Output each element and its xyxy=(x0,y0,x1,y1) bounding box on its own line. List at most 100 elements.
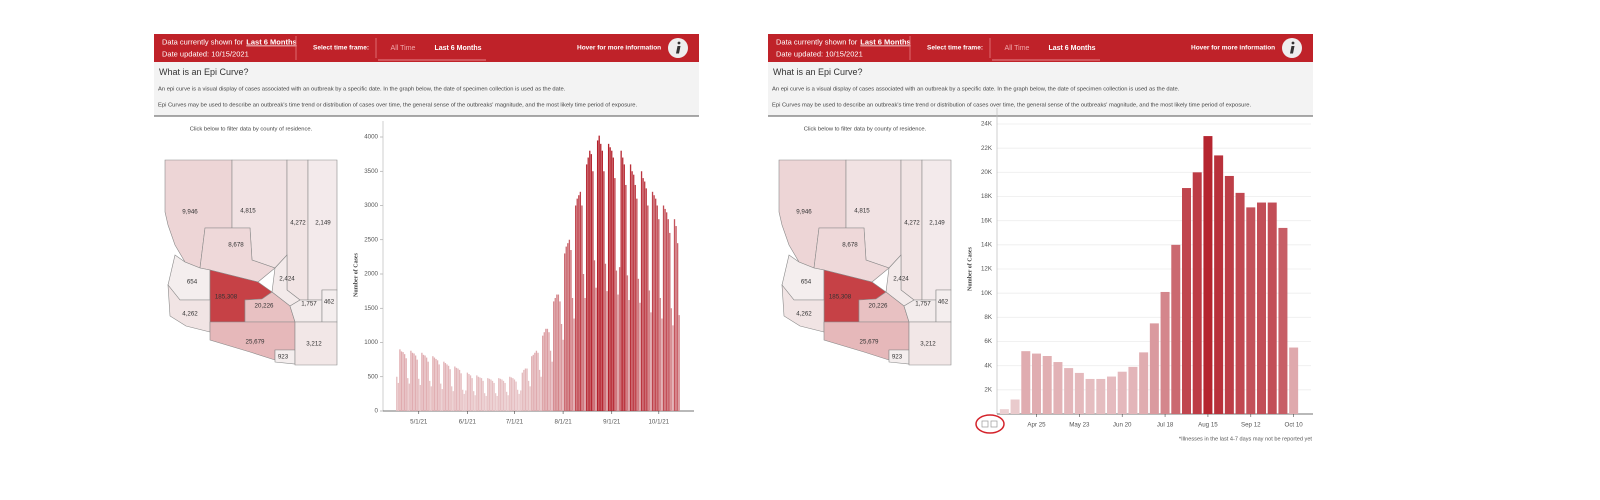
bar[interactable] xyxy=(603,171,605,411)
bar[interactable] xyxy=(494,393,497,411)
bar[interactable] xyxy=(553,301,555,411)
bar[interactable] xyxy=(513,379,516,411)
bar[interactable] xyxy=(667,219,669,411)
bar[interactable] xyxy=(661,318,663,411)
bar[interactable] xyxy=(405,358,407,411)
bar[interactable] xyxy=(611,150,613,411)
bar[interactable] xyxy=(462,389,464,411)
bar[interactable] xyxy=(540,376,542,411)
bar[interactable] xyxy=(446,364,448,411)
bar[interactable] xyxy=(678,315,680,411)
bar[interactable] xyxy=(662,205,665,412)
bar[interactable] xyxy=(1074,372,1084,414)
bar[interactable] xyxy=(502,380,505,411)
bar[interactable] xyxy=(614,178,616,411)
bar[interactable] xyxy=(1149,323,1159,414)
bar[interactable] xyxy=(1182,188,1191,414)
bar[interactable] xyxy=(496,395,498,411)
time-frame-option[interactable]: Last 6 Months xyxy=(1048,45,1095,52)
bar[interactable] xyxy=(471,378,473,411)
bar[interactable] xyxy=(538,369,541,411)
bar[interactable] xyxy=(449,369,451,411)
time-frame-option[interactable]: Last 6 Months xyxy=(434,45,481,52)
bar[interactable] xyxy=(615,270,618,411)
bar[interactable] xyxy=(670,308,673,411)
bar[interactable] xyxy=(477,376,480,411)
bar[interactable] xyxy=(1021,351,1031,414)
bar[interactable] xyxy=(1192,172,1202,414)
bar[interactable] xyxy=(425,357,428,411)
bar[interactable] xyxy=(468,374,470,411)
bar[interactable] xyxy=(557,294,560,411)
bar[interactable] xyxy=(644,181,646,411)
bar[interactable] xyxy=(452,391,454,411)
bar[interactable] xyxy=(633,174,635,411)
bar[interactable] xyxy=(1224,175,1234,414)
bar[interactable] xyxy=(1257,202,1266,414)
bar[interactable] xyxy=(498,378,500,411)
bar[interactable] xyxy=(636,198,638,411)
bar[interactable] xyxy=(1042,356,1052,414)
bar[interactable] xyxy=(438,364,440,411)
bar[interactable] xyxy=(435,358,437,411)
bar[interactable] xyxy=(413,353,415,411)
bar[interactable] xyxy=(504,382,506,411)
bar[interactable] xyxy=(499,378,502,411)
county[interactable] xyxy=(307,159,338,301)
bar[interactable] xyxy=(584,297,586,411)
bar[interactable] xyxy=(568,239,571,411)
bar[interactable] xyxy=(582,274,585,411)
bar[interactable] xyxy=(1096,378,1106,414)
bar[interactable] xyxy=(1235,192,1245,414)
bar[interactable] xyxy=(637,278,640,411)
bar[interactable] xyxy=(527,380,530,411)
bar[interactable] xyxy=(659,297,662,411)
bar[interactable] xyxy=(589,150,591,411)
bar[interactable] xyxy=(543,332,545,411)
bar[interactable] xyxy=(574,205,577,412)
bar[interactable] xyxy=(642,178,644,411)
bar[interactable] xyxy=(587,157,589,411)
bar[interactable] xyxy=(593,260,596,411)
bar[interactable] xyxy=(507,395,509,411)
bar[interactable] xyxy=(1064,368,1074,414)
bar[interactable] xyxy=(537,352,539,411)
bar[interactable] xyxy=(521,372,523,411)
bar[interactable] xyxy=(601,150,603,411)
bar[interactable] xyxy=(1107,376,1116,414)
bar[interactable] xyxy=(562,339,564,411)
bar[interactable] xyxy=(408,383,410,411)
bar[interactable] xyxy=(622,157,624,411)
bar[interactable] xyxy=(518,393,520,411)
bar[interactable] xyxy=(529,386,531,411)
bar[interactable] xyxy=(675,226,677,411)
bar[interactable] xyxy=(474,395,476,411)
bar[interactable] xyxy=(512,378,514,411)
bar[interactable] xyxy=(419,384,421,411)
bar[interactable] xyxy=(485,395,487,411)
bar[interactable] xyxy=(565,246,567,411)
bar[interactable] xyxy=(999,409,1009,414)
bar[interactable] xyxy=(1128,366,1138,414)
bar[interactable] xyxy=(629,164,632,411)
bar[interactable] xyxy=(397,382,400,411)
bar[interactable] xyxy=(515,381,517,411)
bar[interactable] xyxy=(482,380,484,411)
bar[interactable] xyxy=(457,368,459,411)
bar[interactable] xyxy=(510,377,512,411)
zoom-out-button[interactable] xyxy=(981,420,989,428)
bar[interactable] xyxy=(559,301,561,411)
bar[interactable] xyxy=(647,205,649,412)
bar[interactable] xyxy=(1267,202,1277,414)
bar[interactable] xyxy=(551,361,553,411)
bar[interactable] xyxy=(520,390,522,411)
bar[interactable] xyxy=(651,191,654,411)
bar[interactable] xyxy=(546,328,549,411)
bar[interactable] xyxy=(490,379,492,411)
bar[interactable] xyxy=(664,208,666,411)
bar[interactable] xyxy=(1214,155,1224,414)
bar[interactable] xyxy=(669,232,671,411)
bar[interactable] xyxy=(1139,352,1149,414)
bar[interactable] xyxy=(532,354,534,411)
bar[interactable] xyxy=(454,366,456,411)
